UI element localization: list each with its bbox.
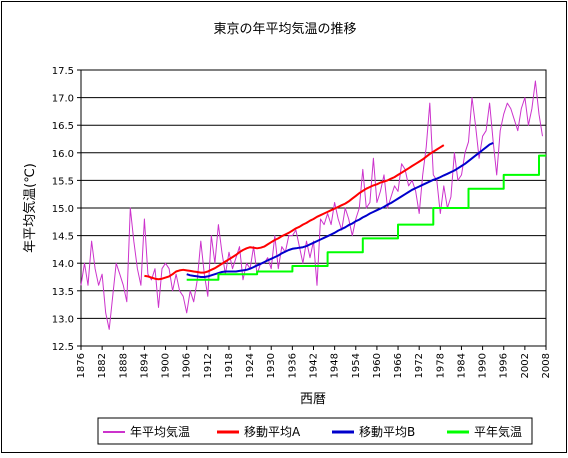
y-tick-label: 15.5 xyxy=(52,176,74,187)
x-tick-label: 1966 xyxy=(393,353,404,378)
x-tick-label: 1882 xyxy=(97,353,108,378)
y-tick-label: 17.5 xyxy=(52,66,74,77)
x-tick-label: 2002 xyxy=(520,353,531,378)
y-tick-label: 16.5 xyxy=(52,121,74,132)
grid-lines xyxy=(81,97,546,319)
x-tick-label: 1894 xyxy=(139,353,150,378)
x-tick-label: 1936 xyxy=(287,353,298,378)
normal-temperature-line xyxy=(186,154,546,281)
legend-label: 年平均気温 xyxy=(130,424,190,439)
x-tick-label: 1900 xyxy=(161,353,172,378)
legend: 年平均気温 移動平均A 移動平均B 平年気温 xyxy=(97,417,533,445)
x-tick-label: 1930 xyxy=(266,353,277,378)
x-tick-label: 1912 xyxy=(203,353,214,378)
x-axis-ticks: 1876 1882 1888 1894 1900 1906 1912 1918 1924 1930… xyxy=(76,346,552,378)
x-tick-label: 1960 xyxy=(372,353,383,378)
legend-label: 平年気温 xyxy=(474,424,522,439)
x-tick-label: 1990 xyxy=(478,353,489,378)
series-layer xyxy=(80,80,546,330)
x-tick-label: 1942 xyxy=(309,353,320,378)
y-tick-label: 12.5 xyxy=(52,342,74,353)
x-tick-label: 1876 xyxy=(76,353,87,378)
x-tick-label: 1954 xyxy=(351,353,362,378)
y-tick-label: 14.5 xyxy=(52,232,74,243)
x-axis-title: 西暦 xyxy=(300,392,326,407)
y-tick-label: 16.0 xyxy=(52,149,74,160)
moving-average-b-line xyxy=(186,141,494,278)
x-tick-label: 1924 xyxy=(245,353,256,378)
moving-average-a-line xyxy=(144,144,445,281)
y-tick-label: 17.0 xyxy=(52,94,74,105)
chart-title: 東京の年平均気温の推移 xyxy=(213,21,356,37)
x-tick-label: 1972 xyxy=(414,353,425,378)
legend-label: 移動平均A xyxy=(244,425,301,439)
y-axis-ticks: 12.5 13.0 13.5 14.0 14.5 15.0 15.5 16.0 16.5 17.0… xyxy=(52,66,81,353)
annual-temperature-line xyxy=(80,80,543,330)
y-tick-label: 13.5 xyxy=(52,287,74,298)
x-tick-label: 2008 xyxy=(541,353,552,378)
y-tick-label: 15.0 xyxy=(52,204,74,215)
x-tick-label: 1978 xyxy=(435,353,446,378)
x-tick-label: 1918 xyxy=(224,353,235,378)
x-tick-label: 1984 xyxy=(456,353,467,378)
x-tick-label: 1906 xyxy=(182,353,193,378)
y-tick-label: 14.0 xyxy=(52,259,74,270)
y-tick-label: 13.0 xyxy=(52,314,74,325)
y-axis-title: 年平均気温(℃) xyxy=(22,163,38,253)
x-tick-label: 1948 xyxy=(330,353,341,378)
legend-label: 移動平均B xyxy=(359,425,415,439)
x-tick-label: 1996 xyxy=(499,353,510,378)
x-tick-label: 1888 xyxy=(118,353,129,378)
